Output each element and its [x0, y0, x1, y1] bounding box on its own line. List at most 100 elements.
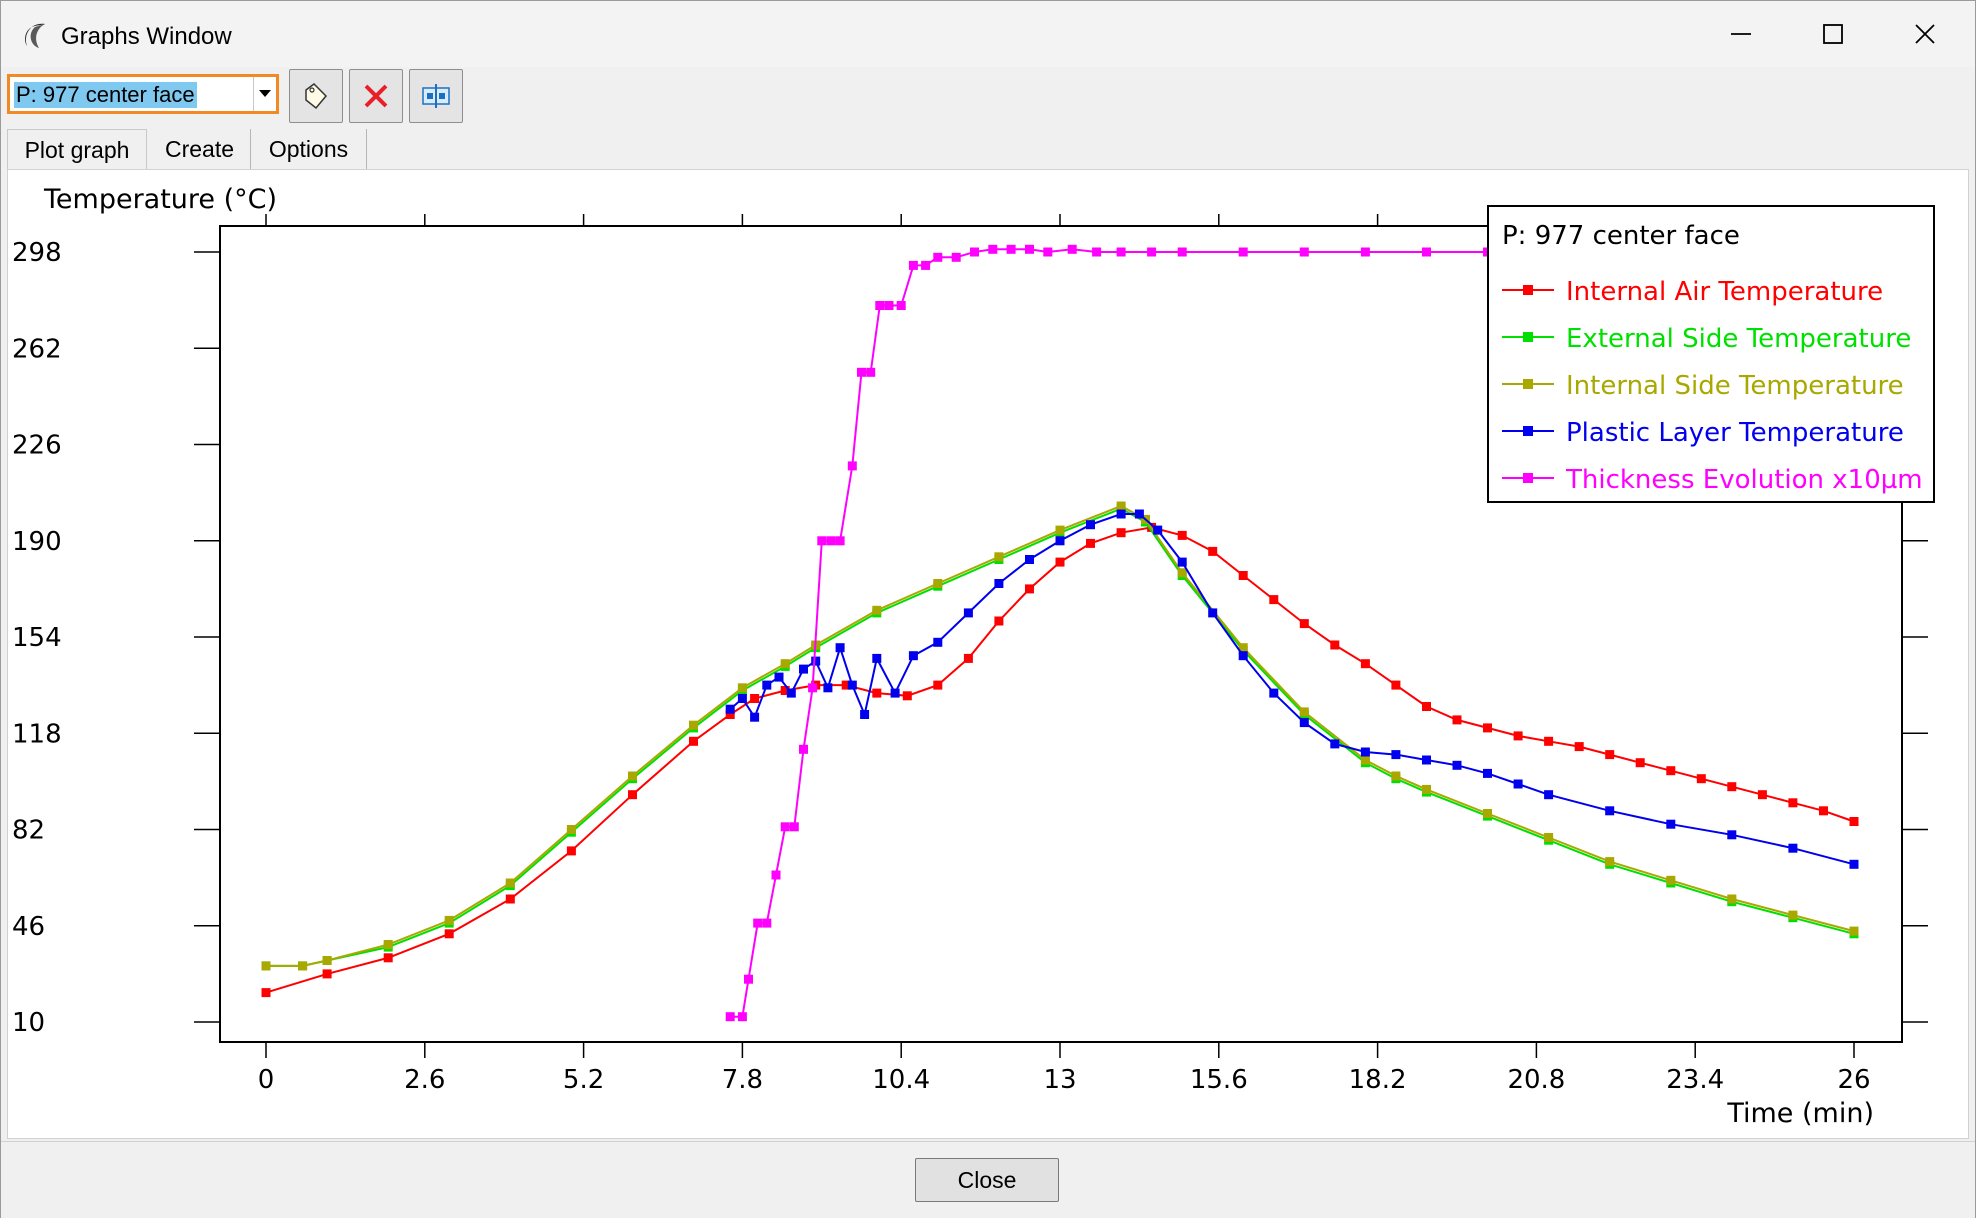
tag-icon	[305, 83, 328, 110]
close-window-button[interactable]	[1879, 1, 1971, 67]
series-line-4	[730, 248, 1854, 1018]
data-point	[1544, 833, 1554, 842]
data-point	[1269, 688, 1279, 698]
data-point	[786, 688, 796, 698]
data-point	[1452, 760, 1462, 770]
data-point	[933, 252, 943, 262]
data-point	[725, 1012, 735, 1022]
y-tick-label: 82	[12, 816, 45, 846]
data-point	[737, 694, 747, 703]
export-dialog-icon	[422, 84, 450, 108]
tab-plot-graph[interactable]: Plot graph	[7, 129, 147, 169]
data-point	[1513, 779, 1523, 789]
data-point	[1269, 595, 1279, 605]
tag-button[interactable]	[289, 69, 343, 123]
y-tick-label: 118	[12, 719, 62, 749]
data-point	[1360, 659, 1370, 669]
x-tick-label: 5.2	[563, 1065, 604, 1095]
legend-entry: Internal Air Temperature	[1566, 277, 1883, 307]
point-selector[interactable]: P: 977 center face	[7, 74, 279, 114]
data-point	[780, 822, 790, 832]
tab-options[interactable]: Options	[251, 129, 367, 169]
data-point	[1696, 774, 1706, 784]
data-point	[1006, 244, 1016, 254]
data-point	[780, 686, 790, 695]
minimize-icon	[1731, 33, 1751, 35]
data-point	[808, 683, 818, 693]
data-point	[1055, 557, 1065, 567]
data-point	[1116, 509, 1126, 519]
data-point	[1727, 894, 1737, 904]
data-point	[1483, 723, 1492, 733]
close-button[interactable]: Close	[915, 1158, 1059, 1202]
data-point	[1055, 525, 1065, 535]
data-point	[566, 825, 576, 834]
data-point	[789, 822, 799, 832]
minimize-button[interactable]	[1695, 1, 1787, 67]
data-point	[1086, 538, 1095, 548]
data-point	[1208, 608, 1218, 618]
data-point	[322, 969, 332, 979]
data-point	[823, 683, 833, 693]
data-point	[841, 680, 851, 690]
title-bar[interactable]: Graphs Window	[1, 1, 1975, 67]
temperature-chart: 298 262 226 190 154 118 82 46 10 0 2.6 5.2 7.8 10.4 13…	[12, 184, 1935, 1129]
delete-button[interactable]	[349, 69, 403, 123]
data-point	[1391, 771, 1401, 781]
data-point	[744, 974, 753, 984]
data-point	[1666, 819, 1676, 829]
data-point	[908, 651, 918, 661]
data-point	[1574, 742, 1584, 752]
data-point	[1153, 525, 1163, 535]
data-point	[1605, 750, 1615, 760]
data-point	[994, 552, 1004, 562]
data-point	[762, 918, 772, 928]
data-point	[847, 461, 857, 471]
data-point	[1788, 910, 1798, 920]
data-point	[1299, 247, 1309, 257]
export-button[interactable]	[409, 69, 463, 123]
legend-swatch-marker	[1523, 379, 1533, 389]
series-line-0	[265, 526, 1855, 994]
data-point	[1238, 247, 1248, 257]
dropdown-button[interactable]	[253, 77, 276, 111]
data-point	[383, 953, 393, 963]
data-point	[1360, 247, 1370, 257]
data-point	[1299, 707, 1309, 717]
data-point	[261, 988, 271, 998]
data-point	[1067, 244, 1077, 254]
tab-create[interactable]: Create	[149, 129, 251, 169]
data-point	[1666, 875, 1676, 885]
data-point	[1177, 568, 1187, 578]
data-point	[908, 260, 918, 270]
data-point	[799, 664, 808, 674]
x-axis-label: Time (min)	[1726, 1098, 1874, 1129]
data-point	[383, 940, 393, 949]
point-selector-value: P: 977 center face	[14, 82, 197, 108]
data-point	[1116, 528, 1126, 538]
data-point	[811, 656, 821, 666]
chevron-down-icon	[259, 90, 271, 97]
data-point	[951, 252, 961, 262]
data-point	[1788, 798, 1798, 808]
data-point	[1391, 750, 1401, 760]
data-point	[970, 247, 979, 257]
maximize-icon	[1823, 24, 1843, 44]
legend-swatch-marker	[1523, 332, 1533, 342]
data-point	[857, 367, 866, 377]
data-point	[1238, 651, 1248, 661]
data-point	[505, 894, 515, 904]
data-point	[1330, 739, 1340, 749]
data-point	[1849, 926, 1859, 936]
data-point	[1422, 702, 1431, 711]
data-point	[835, 536, 845, 546]
data-point	[1727, 830, 1737, 840]
data-point	[298, 961, 308, 971]
data-point	[1605, 806, 1615, 816]
data-point	[963, 653, 973, 663]
data-point	[737, 1012, 747, 1022]
data-point	[725, 704, 735, 714]
x-tick-label: 0	[258, 1065, 275, 1095]
maximize-button[interactable]	[1787, 1, 1879, 67]
